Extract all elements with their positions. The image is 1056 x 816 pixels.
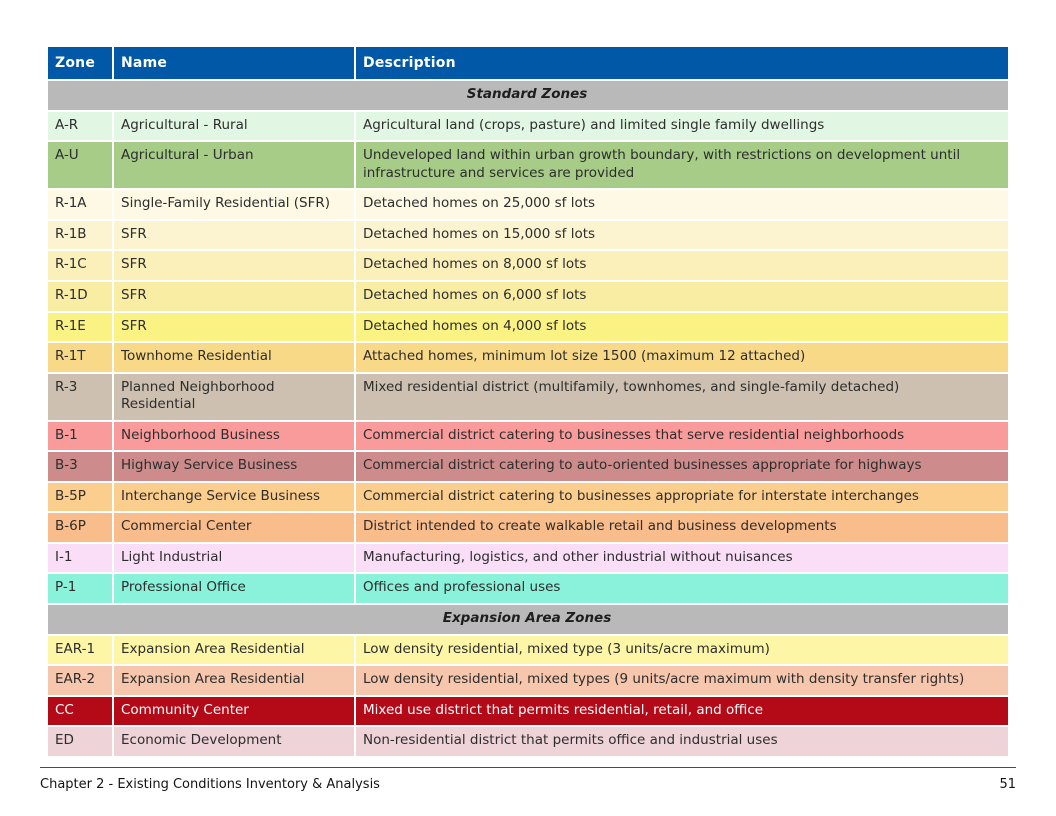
table-row: B-3 Highway Service Business Commercial di…: [48, 451, 1008, 483]
table-row: B-5P Interchange Service Business Commerci…: [48, 481, 1008, 514]
description-cell: Low density residential, mixed types (9 …: [355, 665, 1008, 697]
table-row: A-U Agricultural - Urban Undeveloped land …: [48, 141, 1008, 191]
table-row: R-1E SFR Detached homes on 4,000 sf lots: [48, 311, 1008, 344]
zone-cell: EAR-1: [48, 634, 114, 667]
section-header-row: Expansion Area Zones: [48, 604, 1008, 636]
table-row: CC Community Center Mixed use district tha…: [48, 695, 1008, 728]
name-cell: SFR: [113, 219, 356, 252]
description-cell: Undeveloped land within urban growth bou…: [355, 141, 1008, 191]
description-cell: Detached homes on 15,000 sf lots: [355, 219, 1008, 252]
section-header-row: Standard Zones: [48, 80, 1008, 112]
name-cell: Townhome Residential: [113, 342, 356, 374]
name-cell: Agricultural - Urban: [113, 141, 356, 191]
description-cell: Commercial district catering to business…: [355, 481, 1008, 514]
table-row: R-3 Planned Neighborhood Residential Mixed…: [48, 372, 1008, 422]
name-cell: Economic Development: [113, 726, 356, 758]
zone-cell: R-1D: [48, 281, 114, 313]
description-cell: Manufacturing, logistics, and other indu…: [355, 542, 1008, 575]
table-row: R-1B SFR Detached homes on 15,000 sf lots: [48, 219, 1008, 252]
name-cell: SFR: [113, 311, 356, 344]
zone-cell: ED: [48, 726, 114, 758]
name-cell: Expansion Area Residential: [113, 665, 356, 697]
description-cell: Low density residential, mixed type (3 u…: [355, 634, 1008, 667]
col-header-description: Description: [355, 47, 1008, 82]
table-row: R-1C SFR Detached homes on 8,000 sf lots: [48, 250, 1008, 283]
col-header-zone: Zone: [48, 47, 114, 82]
description-cell: Detached homes on 6,000 sf lots: [355, 281, 1008, 313]
zone-cell: A-U: [48, 141, 114, 191]
page-footer: Chapter 2 - Existing Conditions Inventor…: [40, 767, 1016, 792]
name-cell: Agricultural - Rural: [113, 110, 356, 143]
description-cell: Detached homes on 4,000 sf lots: [355, 311, 1008, 344]
description-cell: District intended to create walkable ret…: [355, 512, 1008, 544]
name-cell: Single-Family Residential (SFR): [113, 189, 356, 221]
zone-cell: I-1: [48, 542, 114, 575]
name-cell: Light Industrial: [113, 542, 356, 575]
name-cell: Planned Neighborhood Residential: [113, 372, 356, 422]
table-row: B-1 Neighborhood Business Commercial distr…: [48, 420, 1008, 453]
description-cell: Mixed use district that permits resident…: [355, 695, 1008, 728]
description-cell: Commercial district catering to business…: [355, 420, 1008, 453]
table-row: R-1D SFR Detached homes on 6,000 sf lots: [48, 281, 1008, 313]
description-cell: Detached homes on 25,000 sf lots: [355, 189, 1008, 221]
name-cell: Expansion Area Residential: [113, 634, 356, 667]
description-cell: Offices and professional uses: [355, 573, 1008, 606]
table-row: B-6P Commercial Center District intended t…: [48, 512, 1008, 544]
zone-cell: B-3: [48, 451, 114, 483]
section-title: Expansion Area Zones: [48, 604, 1008, 636]
table-header-row: Zone Name Description: [48, 47, 1008, 82]
zone-cell: R-3: [48, 372, 114, 422]
table-row: P-1 Professional Office Offices and profes…: [48, 573, 1008, 606]
name-cell: Community Center: [113, 695, 356, 728]
description-cell: Agricultural land (crops, pasture) and l…: [355, 110, 1008, 143]
name-cell: SFR: [113, 281, 356, 313]
zone-cell: A-R: [48, 110, 114, 143]
zone-cell: B-5P: [48, 481, 114, 514]
zone-cell: P-1: [48, 573, 114, 606]
table-row: I-1 Light Industrial Manufacturing, logist…: [48, 542, 1008, 575]
name-cell: Professional Office: [113, 573, 356, 606]
zone-cell: R-1A: [48, 189, 114, 221]
zone-cell: CC: [48, 695, 114, 728]
zone-cell: R-1B: [48, 219, 114, 252]
zone-cell: EAR-2: [48, 665, 114, 697]
table-row: A-R Agricultural - Rural Agricultural land…: [48, 110, 1008, 143]
table-row: ED Economic Development Non-residential di…: [48, 726, 1008, 758]
description-cell: Detached homes on 8,000 sf lots: [355, 250, 1008, 283]
section-title: Standard Zones: [48, 80, 1008, 112]
zone-cell: R-1C: [48, 250, 114, 283]
footer-page-number: 51: [999, 777, 1016, 792]
name-cell: Commercial Center: [113, 512, 356, 544]
name-cell: SFR: [113, 250, 356, 283]
table-row: EAR-1 Expansion Area Residential Low densi…: [48, 634, 1008, 667]
name-cell: Neighborhood Business: [113, 420, 356, 453]
name-cell: Highway Service Business: [113, 451, 356, 483]
zone-cell: B-6P: [48, 512, 114, 544]
zone-cell: B-1: [48, 420, 114, 453]
name-cell: Interchange Service Business: [113, 481, 356, 514]
table-row: R-1A Single-Family Residential (SFR) Detac…: [48, 189, 1008, 221]
description-cell: Mixed residential district (multifamily,…: [355, 372, 1008, 422]
table-row: R-1T Townhome Residential Attached homes, …: [48, 342, 1008, 374]
description-cell: Non-residential district that permits of…: [355, 726, 1008, 758]
zone-cell: R-1T: [48, 342, 114, 374]
col-header-name: Name: [113, 47, 356, 82]
zoning-districts-table: Zone Name Description Standard Zones A-R A…: [48, 47, 1008, 758]
description-cell: Commercial district catering to auto-ori…: [355, 451, 1008, 483]
zone-cell: R-1E: [48, 311, 114, 344]
footer-chapter-label: Chapter 2 - Existing Conditions Inventor…: [40, 777, 380, 792]
description-cell: Attached homes, minimum lot size 1500 (m…: [355, 342, 1008, 374]
table-row: EAR-2 Expansion Area Residential Low densi…: [48, 665, 1008, 697]
